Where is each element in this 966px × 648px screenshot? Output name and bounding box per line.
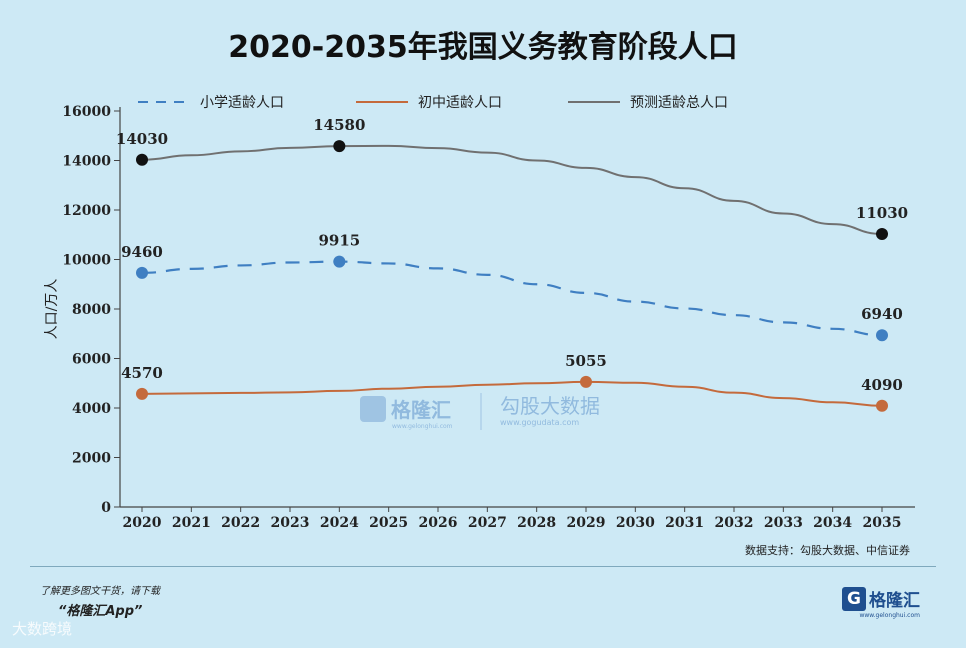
x-tick-label: 2025 (369, 515, 408, 531)
data-label: 4570 (121, 364, 163, 382)
data-label: 9915 (318, 232, 360, 250)
data-point (333, 140, 346, 153)
legend-label: 初中适龄人口 (418, 94, 502, 111)
y-tick-label: 10000 (62, 253, 111, 269)
x-tick-label: 2021 (172, 515, 211, 531)
x-tick-label: 2034 (813, 515, 852, 531)
data-label: 9460 (121, 243, 163, 261)
y-tick-label: 2000 (72, 451, 111, 467)
footer-download-note: 了解更多图文干货，请下载 (40, 586, 160, 597)
x-tick-label: 2030 (616, 515, 655, 531)
series-line (141, 380, 883, 407)
corner-watermark: 大数跨境 (12, 620, 73, 638)
x-tick-label: 2027 (468, 515, 507, 531)
data-point (136, 387, 148, 400)
data-point (136, 266, 148, 279)
data-point (333, 255, 346, 268)
series-line (141, 260, 883, 337)
data-label: 6940 (861, 305, 903, 323)
x-tick-label: 2022 (221, 515, 260, 531)
footer-divider (30, 566, 936, 567)
y-tick-label: 0 (101, 500, 111, 516)
brand-logo: G 格隆汇 www.gelonghui.com (842, 586, 920, 619)
data-label: 14580 (313, 116, 365, 134)
x-tick-label: 2020 (123, 515, 162, 531)
legend-label: 小学适龄人口 (200, 95, 284, 111)
brand-logo-icon: G (842, 586, 866, 611)
watermark-logo-icon (360, 396, 386, 422)
brand-logo-text: 格隆汇 (869, 591, 920, 611)
watermark-brand2: 勾股大数据 (500, 394, 600, 418)
x-tick-label: 2024 (320, 515, 359, 531)
legend-label: 预测适龄总人口 (630, 95, 728, 111)
y-tick-label: 8000 (72, 302, 111, 318)
y-tick-label: 14000 (62, 154, 111, 170)
watermark-brand2-url: www.gogudata.com (500, 418, 579, 427)
data-point (136, 153, 148, 166)
data-label: 11030 (856, 204, 908, 222)
data-source-note: 数据支持：勾股大数据、中信证券 (745, 544, 910, 557)
y-axis-label: 人口/万人 (44, 279, 60, 340)
y-tick-label: 6000 (72, 352, 111, 368)
watermark-brand1-url: www.gelonghui.com (392, 423, 453, 430)
x-tick-label: 2031 (665, 515, 704, 531)
x-tick-label: 2023 (271, 515, 310, 531)
data-point (876, 399, 888, 412)
data-point (876, 228, 888, 241)
data-label: 14030 (116, 130, 168, 148)
watermark-brand1: 格隆汇 (391, 398, 451, 422)
x-tick-label: 2033 (764, 515, 803, 531)
data-label: 5055 (565, 352, 607, 370)
x-tick-label: 2029 (567, 515, 606, 531)
y-tick-label: 12000 (62, 203, 111, 219)
brand-logo-url: www.gelonghui.com (859, 612, 920, 619)
x-tick-label: 2035 (863, 515, 902, 531)
data-point (876, 329, 888, 342)
x-tick-label: 2026 (419, 515, 458, 531)
y-tick-label: 4000 (72, 401, 111, 417)
data-label: 4090 (861, 376, 903, 394)
data-point (580, 375, 592, 388)
x-tick-label: 2032 (715, 515, 754, 531)
series-line (141, 144, 883, 236)
chart-title: 2020-2035年我国义务教育阶段人口 (228, 30, 738, 65)
footer-app-name: “格隆汇App” (58, 604, 143, 619)
y-tick-label: 16000 (62, 104, 111, 120)
x-tick-label: 2028 (517, 515, 556, 531)
